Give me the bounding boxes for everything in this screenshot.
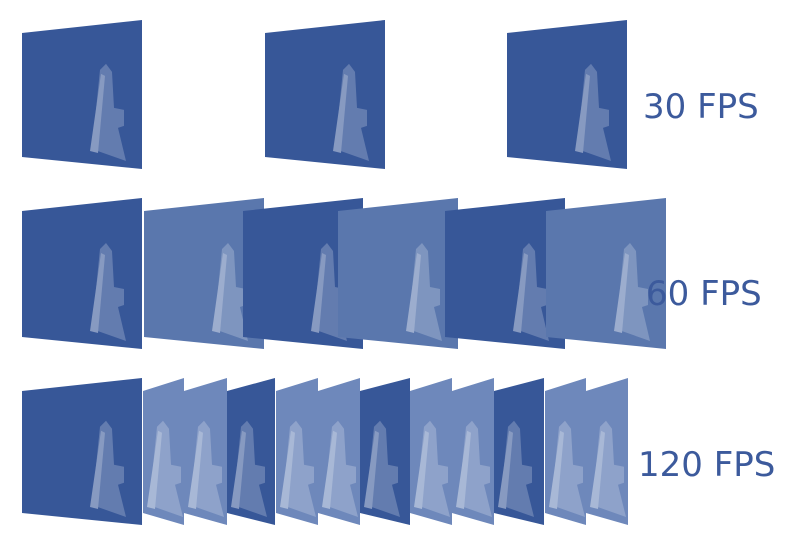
frame-row-0: [22, 20, 627, 169]
label-60-fps: 60 FPS: [646, 274, 762, 314]
figure-highlight: [333, 73, 348, 153]
frame-panel: [338, 198, 458, 349]
figure-highlight: [90, 430, 105, 509]
figure-highlight: [414, 430, 429, 509]
figure-highlight: [575, 73, 590, 153]
figure-highlight: [364, 430, 379, 509]
figure-highlight: [322, 430, 337, 509]
frame-panel: [507, 20, 627, 169]
figure-highlight: [231, 430, 246, 509]
label-30-fps: 30 FPS: [643, 87, 759, 127]
figure-highlight: [90, 73, 105, 153]
figure-highlight: [498, 430, 513, 509]
figure-highlight: [549, 430, 564, 509]
figure-highlight: [590, 430, 605, 509]
figure-highlight: [90, 252, 105, 333]
figure-highlight: [311, 252, 326, 333]
figure-highlight: [406, 252, 421, 333]
frame-row-2: [22, 378, 628, 525]
figure-highlight: [212, 252, 227, 333]
figure-highlight: [147, 430, 162, 509]
frame-panel: [22, 20, 142, 169]
figure-highlight: [456, 430, 471, 509]
figure-highlight: [188, 430, 203, 509]
label-120-fps: 120 FPS: [638, 445, 775, 485]
frame-panel: [265, 20, 385, 169]
figure-highlight: [513, 252, 528, 333]
figure-highlight: [614, 252, 629, 333]
frame-panel: [22, 198, 142, 349]
frame-panel: [22, 378, 142, 525]
frame-row-1: [22, 198, 666, 349]
figure-highlight: [280, 430, 295, 509]
